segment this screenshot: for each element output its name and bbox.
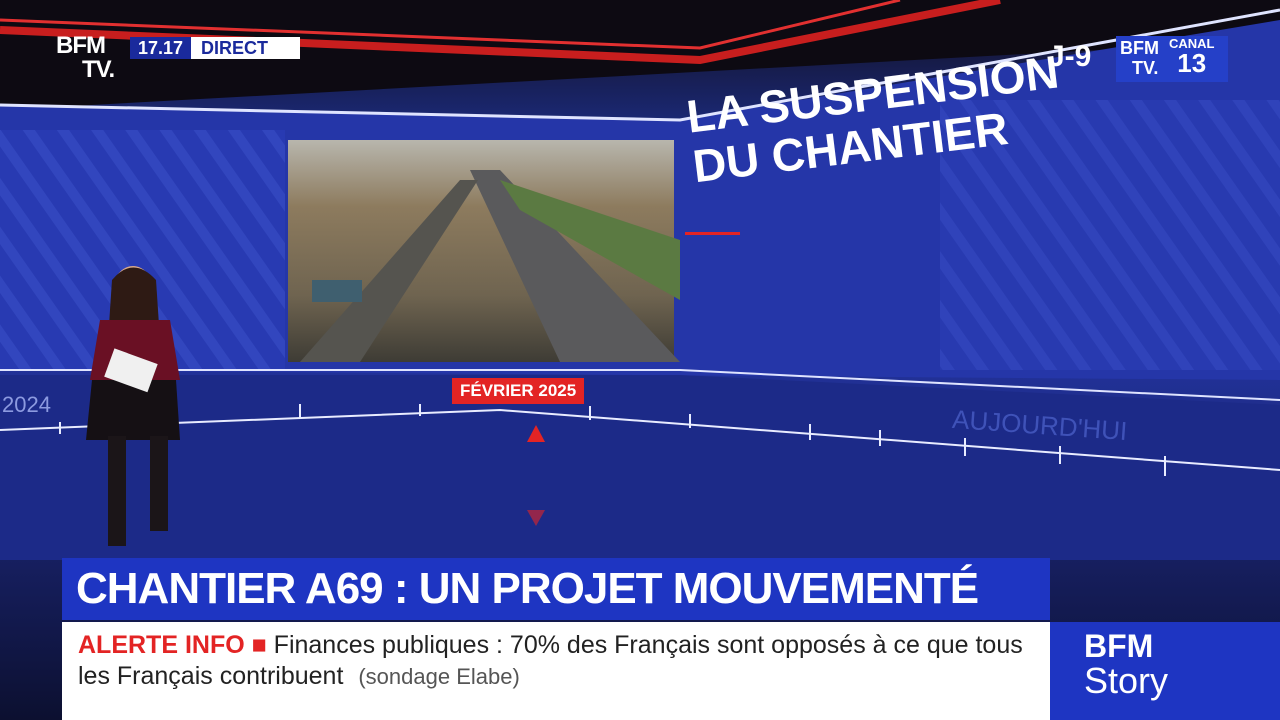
channel-label: CANAL <box>1169 36 1215 51</box>
badge-logo: BFM TV. <box>1116 36 1163 82</box>
time: 17.17 <box>130 37 192 59</box>
countdown: J-9 <box>1048 40 1092 73</box>
ticker: ALERTE INFO ■ Finances publiques : 70% d… <box>62 622 1050 720</box>
alert-label: ALERTE INFO ■ <box>78 631 267 659</box>
alert-text: ALERTE INFO <box>78 631 245 659</box>
live-label: DIRECT <box>201 37 269 58</box>
program-logo: BFM Story <box>1050 622 1280 720</box>
headline-banner: CHANTIER A69 : UN PROJET MOUVEMENTÉ <box>62 558 1050 620</box>
logo-line: TV. <box>82 56 115 83</box>
channel-badge: BFM TV. CANAL 13 <box>1116 36 1228 82</box>
timeline-start: 2024 <box>2 392 51 417</box>
program-line: BFM <box>1084 628 1154 664</box>
ticker-text: Finances publiques : 70% des Français so… <box>78 631 1023 690</box>
channel-logo: BFM TV. <box>56 32 115 83</box>
badge-line: BFM <box>1120 38 1159 58</box>
badge-line: TV. <box>1132 58 1159 78</box>
channel-number: CANAL 13 <box>1163 36 1215 82</box>
logo-line: BFM <box>56 32 106 59</box>
live-bar: 17.17 DIRECT <box>130 37 300 59</box>
channel-number-text: 13 <box>1177 48 1207 78</box>
timeline-marker: FÉVRIER 2025 <box>452 378 585 404</box>
ticker-source: (sondage Elabe) <box>358 664 520 689</box>
program-line: Story <box>1084 660 1169 701</box>
